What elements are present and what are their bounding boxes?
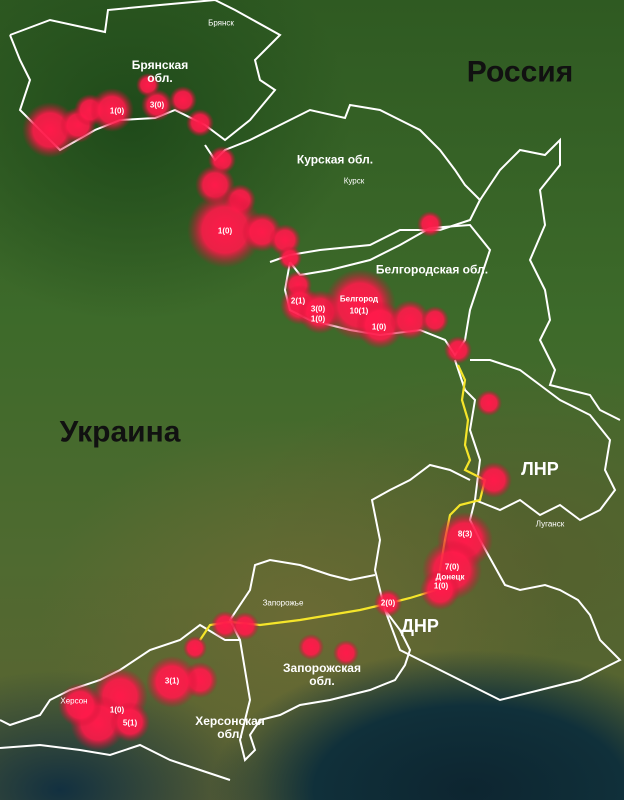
hotspot-marker bbox=[110, 702, 150, 742]
incident-count: 3(0) bbox=[310, 304, 326, 314]
city-label-belgorod: Белгород bbox=[339, 294, 379, 304]
border-russia-east bbox=[479, 137, 621, 421]
incident-count: 5(1) bbox=[122, 718, 138, 728]
hotspot-marker bbox=[141, 89, 173, 121]
region-label-kursk: Курская обл. bbox=[296, 152, 374, 167]
hotspot-marker bbox=[278, 246, 302, 270]
region-label-zaporozhye: Запорожская обл. bbox=[283, 660, 361, 688]
hotspot-marker bbox=[420, 570, 460, 610]
hotspot-marker bbox=[298, 634, 324, 660]
region-label-belgorod: Белгородская обл. bbox=[375, 262, 489, 277]
hotspot-marker bbox=[476, 462, 512, 498]
country-label-ukraine: Украина bbox=[59, 415, 181, 449]
border-dnr bbox=[370, 463, 622, 702]
region-label-kherson: Херсонская обл. bbox=[195, 713, 265, 741]
country-label-russia: Россия bbox=[466, 55, 574, 89]
incident-count: 2(1) bbox=[290, 296, 306, 306]
hotspot-marker bbox=[211, 611, 239, 639]
hotspot-marker bbox=[417, 211, 443, 237]
hotspot-marker bbox=[444, 336, 472, 364]
hotspots bbox=[22, 73, 512, 751]
hotspot-marker bbox=[58, 683, 102, 727]
hotspot-marker bbox=[374, 589, 402, 617]
incident-count: 2(0) bbox=[380, 598, 396, 608]
incident-count: 1(0) bbox=[109, 705, 125, 715]
hotspot-marker bbox=[390, 300, 430, 340]
city-label-lugansk: Луганск bbox=[535, 519, 565, 529]
border-kherson-south bbox=[0, 743, 231, 781]
incident-count: 1(0) bbox=[310, 314, 326, 324]
region-label-bryansk: Брянская обл. bbox=[131, 57, 189, 85]
hotspot-marker bbox=[186, 109, 214, 137]
incident-count: 10(1) bbox=[349, 306, 369, 316]
hotspot-marker bbox=[333, 640, 359, 666]
incident-count: 3(0) bbox=[149, 100, 165, 110]
incident-count: 1(0) bbox=[371, 322, 387, 332]
region-label-lnr: ЛНР bbox=[521, 459, 559, 480]
city-label-kherson: Херсон bbox=[60, 696, 88, 706]
hotspot-marker bbox=[231, 612, 259, 640]
hotspot-marker bbox=[421, 306, 449, 334]
hotspot-marker bbox=[187, 192, 263, 268]
hotspot-marker bbox=[146, 656, 198, 708]
incident-count: 7(0) bbox=[444, 562, 460, 572]
incident-count: 1(0) bbox=[109, 106, 125, 116]
border-lnr bbox=[454, 359, 617, 522]
city-label-bryansk: Брянск bbox=[208, 18, 234, 28]
city-label-kursk: Курск bbox=[343, 176, 365, 186]
hotspot-marker bbox=[169, 86, 197, 114]
city-label-donetsk: Донецк bbox=[435, 572, 465, 582]
incident-count: 1(0) bbox=[217, 226, 233, 236]
border-kursk bbox=[204, 103, 482, 263]
city-label-zaporozhye: Запорожье bbox=[262, 598, 304, 608]
region-label-dnr: ДНР bbox=[401, 616, 439, 637]
incident-count: 8(3) bbox=[457, 529, 473, 539]
border-zaporozhye bbox=[228, 558, 412, 762]
hotspot-marker bbox=[90, 88, 134, 132]
hotspot-marker bbox=[183, 636, 207, 660]
incident-count: 3(1) bbox=[164, 676, 180, 686]
incident-count: 1(0) bbox=[433, 581, 449, 591]
hotspot-marker bbox=[476, 390, 502, 416]
